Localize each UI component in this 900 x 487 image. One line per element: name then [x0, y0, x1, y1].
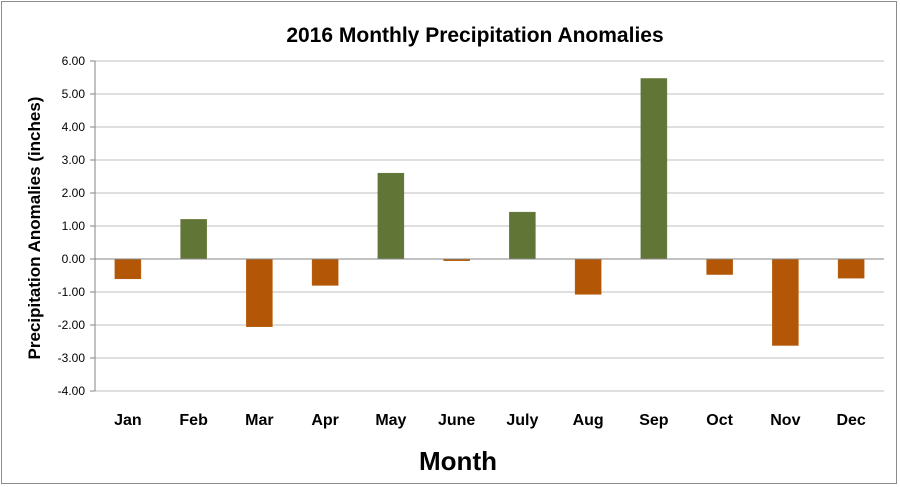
- y-tick-label: 4.00: [62, 120, 86, 134]
- bar-oct: [706, 258, 733, 275]
- bar-july: [509, 211, 536, 260]
- chart-title: 2016 Monthly Precipitation Anomalies: [286, 24, 663, 47]
- y-tick-label: 0.00: [62, 252, 86, 266]
- x-tick-label: Feb: [179, 412, 208, 429]
- x-axis-label: Month: [419, 446, 497, 476]
- bar-jan: [114, 258, 142, 280]
- y-axis-label: Precipitation Anomalies (inches): [25, 97, 44, 360]
- y-tick-label: 3.00: [62, 153, 86, 167]
- bar-apr: [311, 258, 339, 286]
- y-tick-label: -1.00: [58, 285, 86, 299]
- bar-aug: [574, 258, 602, 295]
- y-tick-label: -2.00: [58, 318, 86, 332]
- x-tick-label: Mar: [245, 412, 273, 429]
- bar-mar: [246, 258, 273, 327]
- x-tick-label: Oct: [706, 412, 733, 429]
- x-tick-label: July: [506, 412, 538, 429]
- plot-area: 6.00 5.00 4.00 3.00 2.00 1.00 0.00 -1.00 -2.00 -3…: [58, 54, 884, 429]
- x-tick-label: Sep: [639, 412, 669, 429]
- x-tick-label: Jan: [114, 412, 142, 429]
- x-tick-label: Apr: [311, 412, 339, 429]
- y-tick-label: 2.00: [62, 186, 86, 200]
- bar-nov: [772, 258, 799, 346]
- y-tick-label: -3.00: [58, 351, 86, 365]
- x-tick-label: Dec: [836, 412, 865, 429]
- x-tick-label: June: [438, 412, 475, 429]
- y-tick-label: 6.00: [62, 54, 86, 68]
- y-tick-label: 5.00: [62, 87, 86, 101]
- x-tick-label: May: [375, 412, 406, 429]
- bar-may: [377, 172, 405, 260]
- y-tick-label: 1.00: [62, 219, 86, 233]
- x-tick-label: Nov: [770, 412, 800, 429]
- bar-dec: [837, 258, 865, 279]
- y-tick-label: -4.00: [58, 384, 86, 398]
- bar-feb: [180, 219, 207, 260]
- x-tick-label: Aug: [573, 412, 604, 429]
- bar-sep: [640, 78, 668, 260]
